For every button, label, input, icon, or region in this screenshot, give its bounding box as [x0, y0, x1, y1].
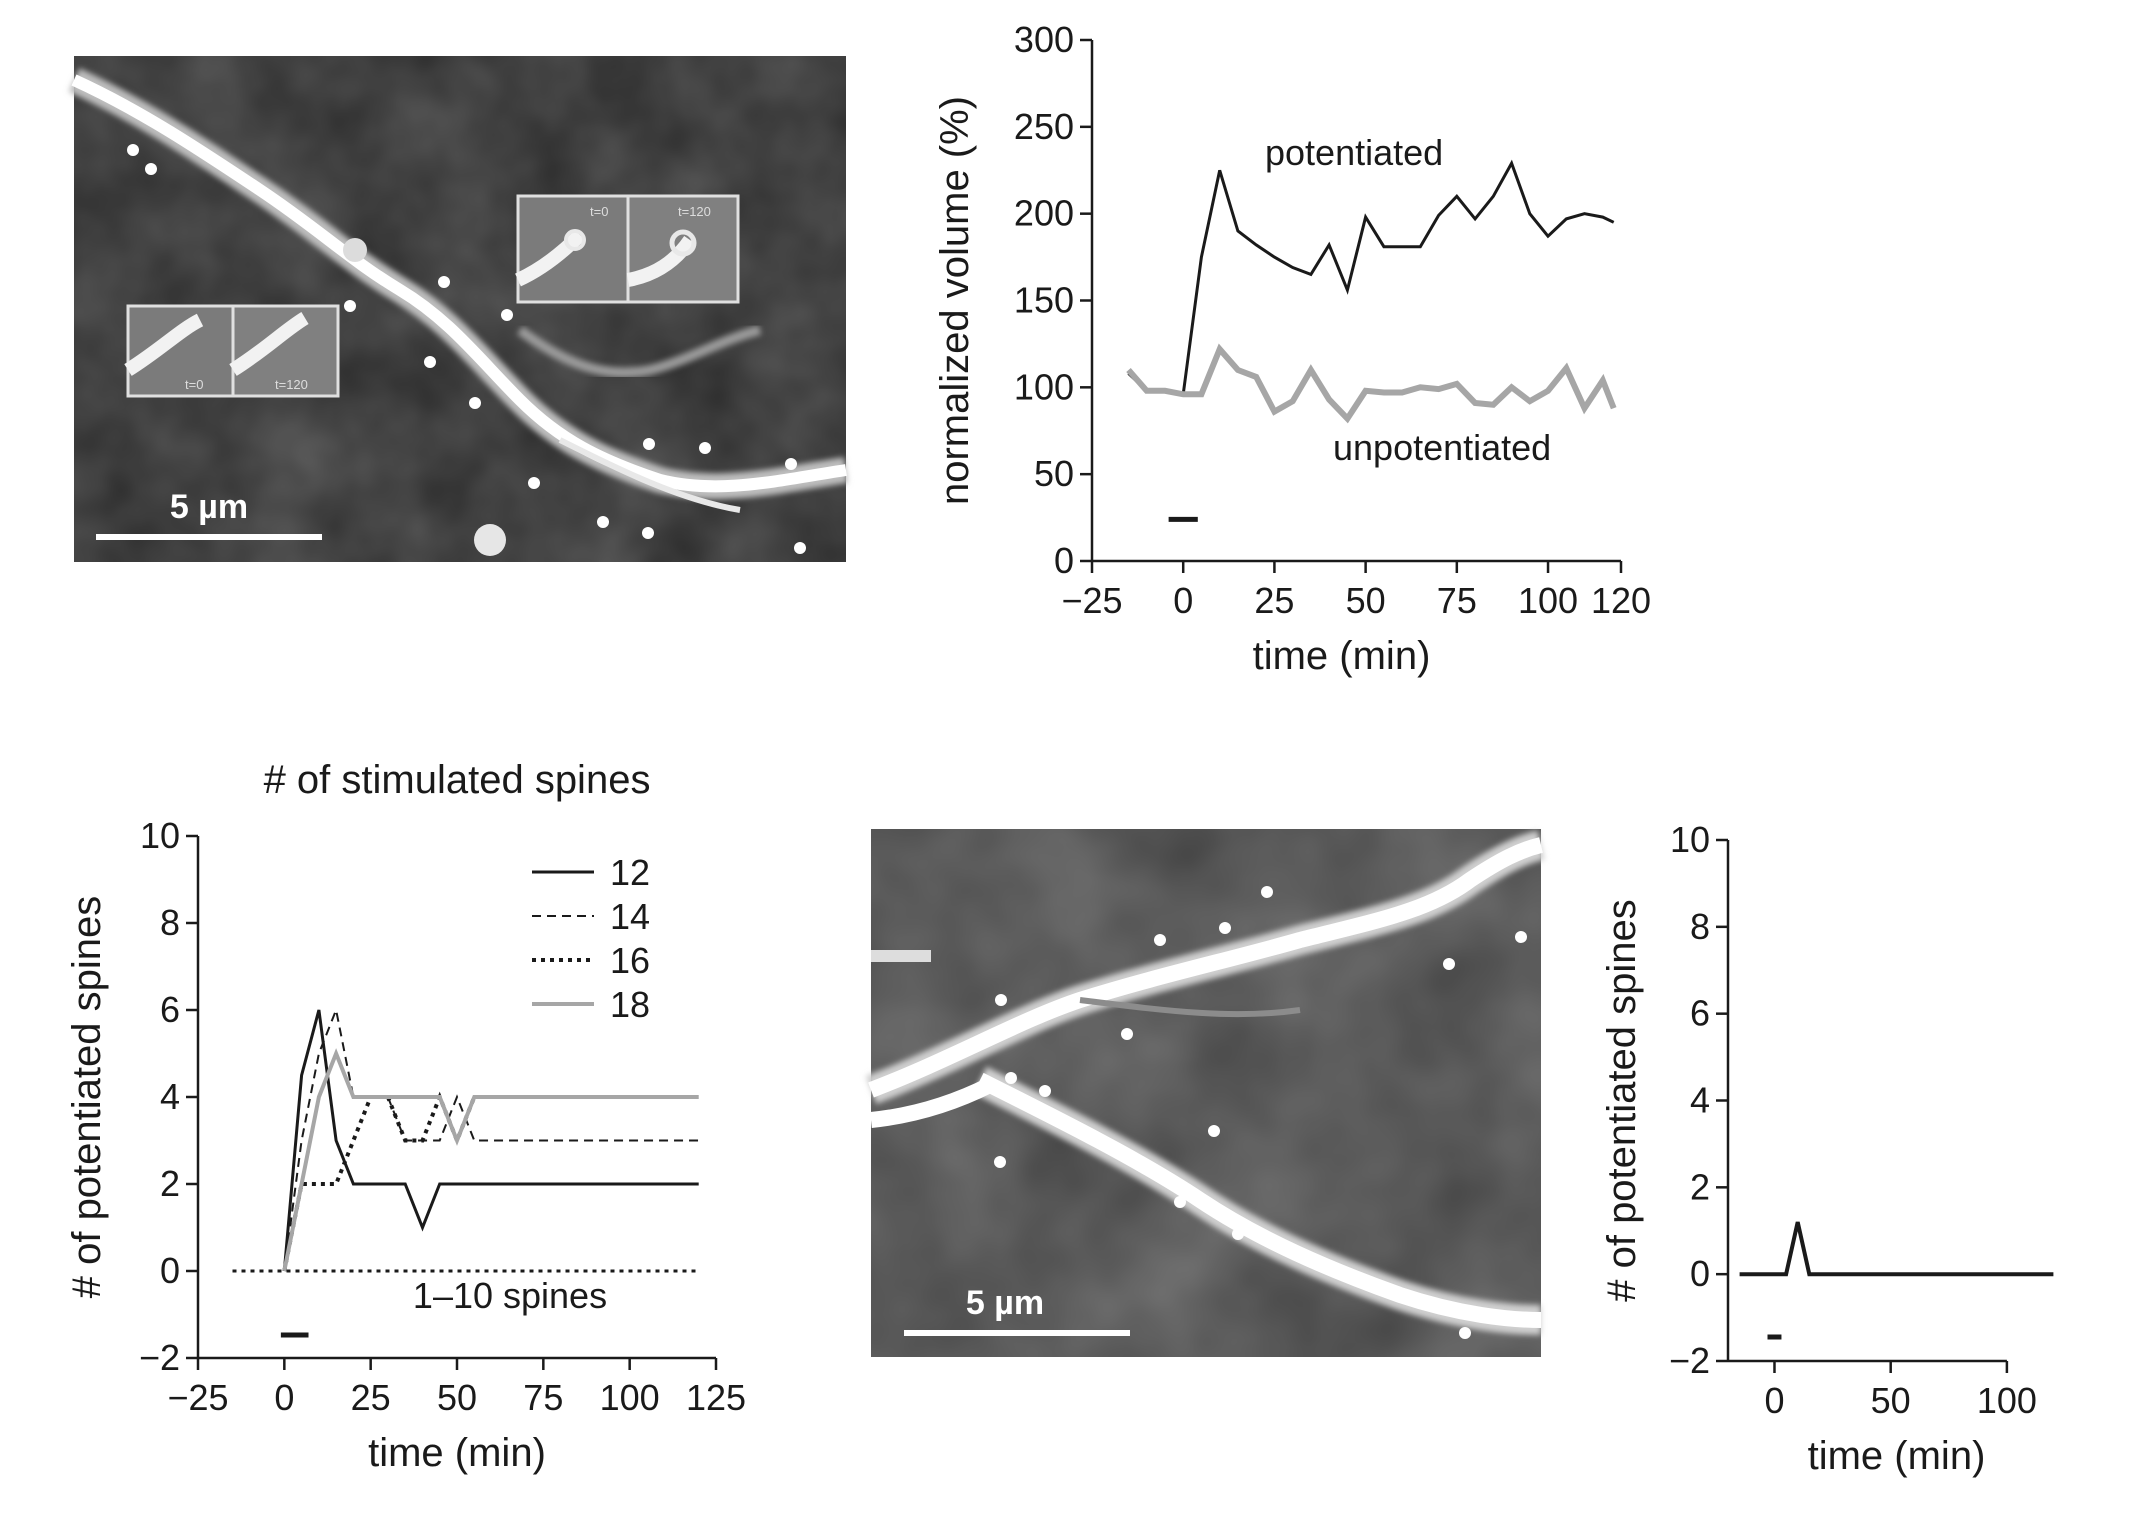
- y-tick-label: −2: [139, 1337, 180, 1378]
- series-line-unpotentiated: [1126, 343, 1617, 424]
- y-tick-label: 200: [1014, 193, 1074, 234]
- legend-label-16: 16: [610, 940, 650, 981]
- x-tick-label: 0: [1764, 1380, 1784, 1421]
- y-tick-label: 0: [1690, 1253, 1710, 1294]
- y-tick-label: 0: [160, 1250, 180, 1291]
- y-tick-label: 6: [160, 989, 180, 1030]
- series-label-unpotentiated: unpotentiated: [1333, 427, 1551, 468]
- chart-stimulated-spines: −2 0 2 4 6 8 10 −25 0 25 50 75 100 125 time (min) # of …: [65, 758, 746, 1475]
- y-tick-label: 10: [140, 815, 180, 856]
- x-tick-label: 75: [523, 1377, 563, 1418]
- series-line-14: [283, 1006, 699, 1272]
- y-tick-label: 8: [1690, 906, 1710, 947]
- inset-2-left-label: t=0: [590, 204, 608, 219]
- inset-1-right-label: t=120: [275, 377, 308, 392]
- legend-label-12: 12: [610, 852, 650, 893]
- dendrite-1: [68, 68, 848, 556]
- series-line-18: [282, 1048, 699, 1272]
- y-axis-title: # of potentiated spines: [1600, 899, 1644, 1302]
- x-tick-label: −25: [167, 1377, 228, 1418]
- y-axis-title: # of potentiated spines: [65, 896, 109, 1299]
- inset-2: t=0 t=120: [515, 194, 740, 304]
- micrograph-2: 5 µm: [865, 829, 1545, 1357]
- series-line-12: [282, 1009, 699, 1272]
- x-tick-label: 0: [274, 1377, 294, 1418]
- x-axis-title: time (min): [368, 1431, 546, 1475]
- y-tick-label: 2: [1690, 1166, 1710, 1207]
- x-tick-label: 100: [600, 1377, 660, 1418]
- x-tick-label: −25: [1061, 580, 1122, 621]
- scale-bar-2-label: 5 µm: [966, 1284, 1044, 1322]
- spine-markers-1: [127, 144, 806, 554]
- legend-label-18: 18: [610, 984, 650, 1025]
- y-tick-label: 8: [160, 902, 180, 943]
- legend-label-14: 14: [610, 896, 650, 937]
- x-tick-label: 100: [1977, 1380, 2037, 1421]
- y-tick-label: 4: [1690, 1080, 1710, 1121]
- x-tick-label: 120: [1591, 580, 1651, 621]
- x-tick-label: 0: [1173, 580, 1193, 621]
- y-tick-label: 10: [1670, 819, 1710, 860]
- x-tick-label: 50: [1346, 580, 1386, 621]
- scale-bar-1-label: 5 µm: [170, 488, 248, 526]
- series-line-baseline-0: [1739, 1221, 2054, 1277]
- x-axis-title: time (min): [1253, 634, 1431, 678]
- inset-1-left-label: t=0: [185, 377, 203, 392]
- y-tick-label: 0: [1054, 540, 1074, 581]
- y-tick-label: 300: [1014, 19, 1074, 60]
- dendrite-2: [865, 830, 1545, 1335]
- x-tick-label: 125: [686, 1377, 746, 1418]
- spine-markers-2: [994, 886, 1527, 1339]
- series-line-potentiated: [1127, 159, 1615, 397]
- chart-title: # of stimulated spines: [264, 758, 651, 802]
- x-tick-label: 25: [1254, 580, 1294, 621]
- y-axis-title: normalized volume (%): [933, 96, 977, 505]
- micrograph-1: t=0 t=120 t=0 t=120 5 µm: [68, 56, 848, 562]
- y-tick-label: 250: [1014, 106, 1074, 147]
- scale-bar-1: 5 µm: [96, 488, 322, 540]
- y-tick-label: 2: [160, 1163, 180, 1204]
- y-tick-label: 6: [1690, 993, 1710, 1034]
- x-tick-label: 100: [1518, 580, 1578, 621]
- x-tick-label: 75: [1437, 580, 1477, 621]
- y-tick-label: 150: [1014, 280, 1074, 321]
- inset-2-right-label: t=120: [678, 204, 711, 219]
- x-tick-label: 25: [351, 1377, 391, 1418]
- annotation: 1–10 spines: [413, 1275, 607, 1316]
- y-tick-label: 100: [1014, 366, 1074, 407]
- y-tick-label: 50: [1034, 453, 1074, 494]
- x-tick-label: 50: [437, 1377, 477, 1418]
- series-label-potentiated: potentiated: [1265, 132, 1443, 173]
- y-tick-label: −2: [1669, 1340, 1710, 1381]
- scale-bar-2: 5 µm: [904, 1284, 1130, 1336]
- y-tick-label: 4: [160, 1076, 180, 1117]
- x-tick-label: 50: [1871, 1380, 1911, 1421]
- x-axis-title: time (min): [1808, 1434, 1986, 1478]
- inset-1: t=0 t=120: [124, 304, 340, 398]
